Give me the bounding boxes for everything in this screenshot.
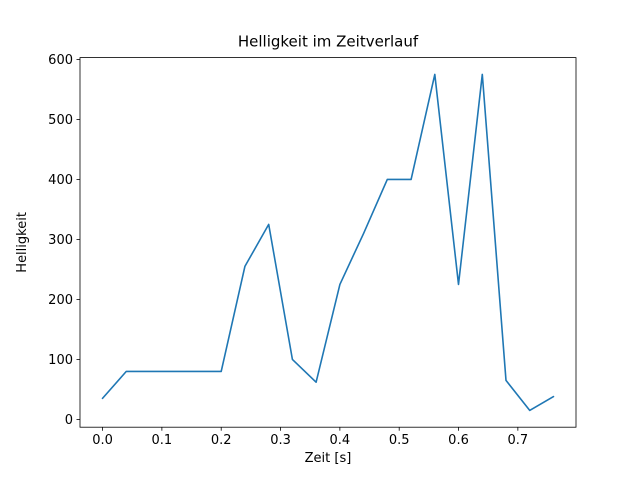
x-tick-label: 0.0 (92, 433, 113, 448)
x-tick-label: 0.6 (448, 433, 469, 448)
y-tick-label: 0 (65, 413, 73, 428)
x-tick-label: 0.5 (389, 433, 410, 448)
x-tick-label: 0.3 (270, 433, 291, 448)
y-tick-label: 100 (48, 353, 73, 368)
chart-title: Helligkeit im Zeitverlauf (238, 33, 419, 51)
y-axis-label: Helligkeit (15, 212, 30, 273)
y-tick-label: 400 (48, 173, 73, 188)
plot-area (79, 57, 577, 428)
y-tick-label: 500 (48, 113, 73, 128)
y-tick-label: 300 (48, 233, 73, 248)
series-line (101, 73, 555, 412)
x-tick-label: 0.7 (508, 433, 529, 448)
x-tick-label: 0.2 (211, 433, 232, 448)
x-axis-label: Zeit [s] (305, 451, 352, 466)
axis-ticks: 0.0 0.1 0.2 0.3 0.4 0.5 0.6 0.7 0 100 200 300 400 500… (48, 53, 528, 448)
x-tick-label: 0.1 (152, 433, 173, 448)
x-tick-label: 0.4 (330, 433, 351, 448)
y-tick-label: 600 (48, 53, 73, 68)
y-tick-label: 200 (48, 293, 73, 308)
